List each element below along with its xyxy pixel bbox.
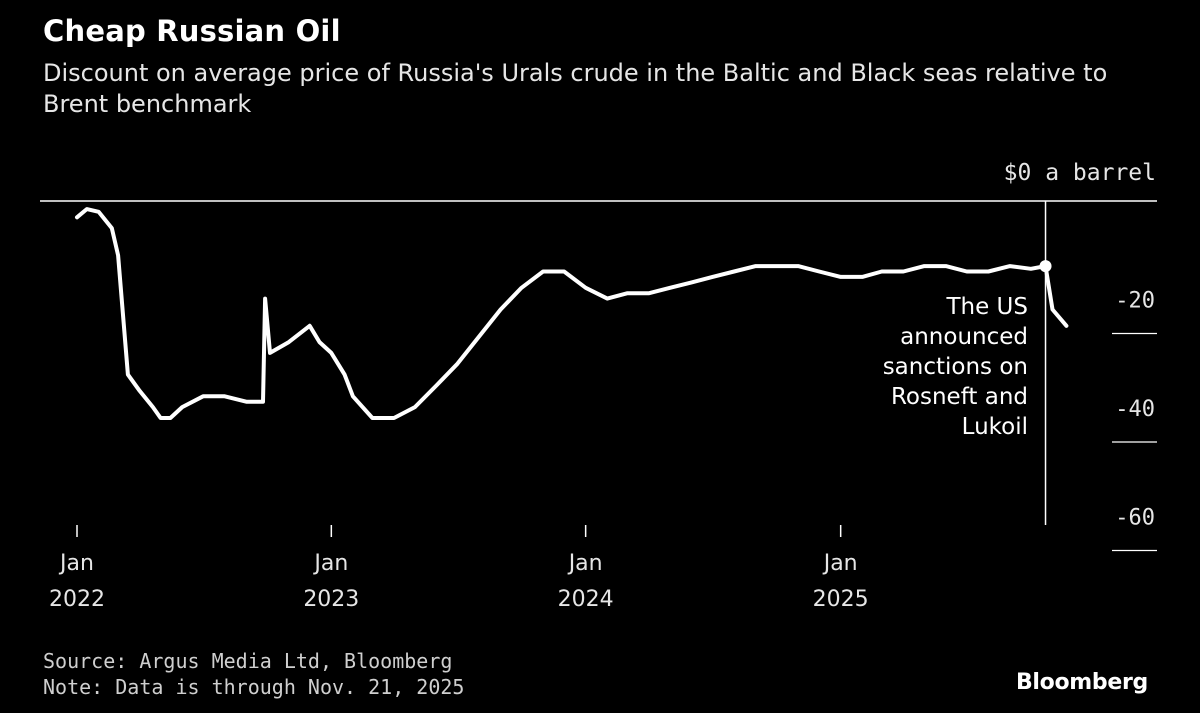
sanctions-annotation: The US announced sanctions on Rosneft an… (882, 294, 1028, 440)
y-tick-label-20: -20 (1115, 289, 1155, 314)
chart-frame (12, 12, 1182, 702)
x-tick-label-year-2025: 2025 (813, 587, 869, 612)
chart-title: Cheap Russian Oil (43, 14, 341, 48)
axis-layer: -20 -40 -60 Jan 2022 Jan 2023 Jan 2024 Jan 2025 (40, 200, 1157, 612)
source-note: Source: Argus Media Ltd, Bloomberg (43, 649, 453, 673)
x-tick-label-month-2023: Jan (312, 551, 348, 576)
chart-subtitle: Discount on average price of Russia's Ur… (43, 59, 1108, 118)
x-tick-label-month-2025: Jan (822, 551, 858, 576)
data-note: Note: Data is through Nov. 21, 2025 (43, 675, 465, 699)
y-axis-unit-label: $0 a barrel (1003, 160, 1156, 186)
series-layer (75, 207, 1069, 420)
series-line-0 (75, 207, 1069, 420)
annotation-layer (1039, 201, 1052, 525)
chart-footnotes: Source: Argus Media Ltd, Bloomberg Note:… (43, 648, 464, 700)
x-tick-label-year-2024: 2024 (558, 587, 614, 612)
y-tick-label-60: -60 (1115, 506, 1155, 531)
y-tick-label-40: -40 (1115, 397, 1155, 422)
bloomberg-logo: Bloomberg (1015, 670, 1148, 695)
x-tick-label-year-2022: 2022 (49, 587, 105, 612)
x-tick-label-year-2023: 2023 (303, 587, 359, 612)
x-tick-label-month-2024: Jan (567, 551, 603, 576)
annotation-marker-0 (1039, 260, 1052, 273)
x-tick-label-month-2022: Jan (58, 551, 94, 576)
